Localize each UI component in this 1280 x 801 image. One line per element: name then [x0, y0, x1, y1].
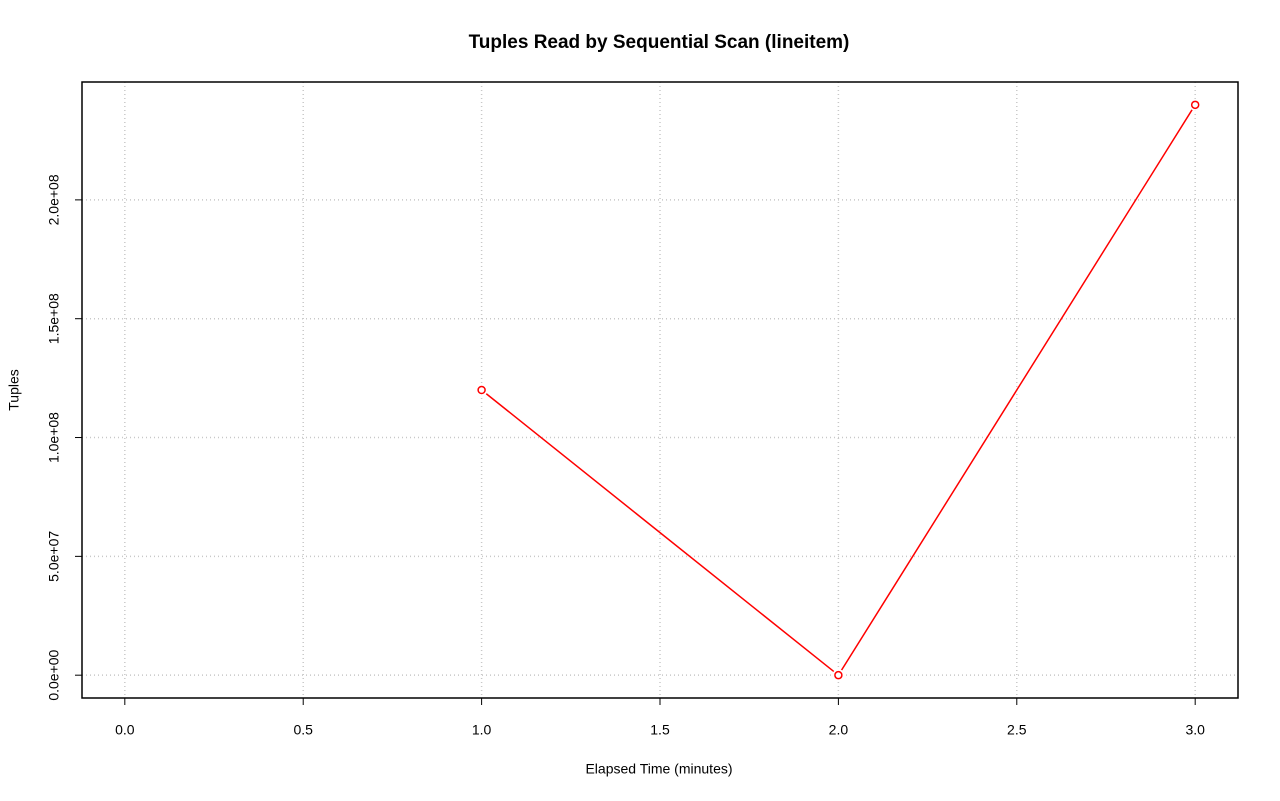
- y-tick-label: 5.0e+07: [46, 531, 62, 582]
- data-point: [477, 385, 486, 395]
- x-tick-label: 0.0: [115, 722, 135, 738]
- x-axis-title: Elapsed Time (minutes): [585, 761, 732, 777]
- x-tick-label: 2.0: [829, 722, 849, 738]
- y-tick-label: 2.0e+08: [46, 174, 62, 225]
- x-tick-label: 3.0: [1185, 722, 1205, 738]
- x-tick-label: 2.5: [1007, 722, 1027, 738]
- plot-frame: [81, 81, 1239, 699]
- x-tick-label: 1.5: [650, 722, 670, 738]
- chart-title: Tuples Read by Sequential Scan (lineitem…: [469, 32, 850, 53]
- y-tick-label: 1.5e+08: [46, 293, 62, 344]
- y-axis-title: Tuples: [6, 369, 22, 411]
- data-point: [834, 670, 843, 680]
- x-tick-label: 1.0: [472, 722, 492, 738]
- x-tick-label: 0.5: [293, 722, 313, 738]
- data-point: [1190, 100, 1200, 110]
- y-tick-label: 1.0e+08: [46, 412, 62, 463]
- y-tick-label: 0.0e+00: [46, 649, 62, 700]
